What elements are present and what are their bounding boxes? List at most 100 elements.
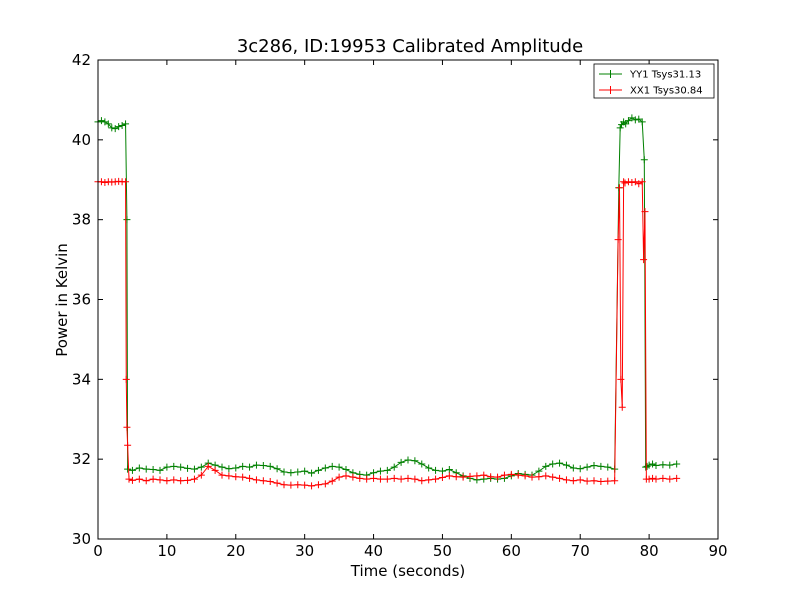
data-point — [204, 462, 212, 470]
data-point — [128, 476, 136, 484]
data-point — [342, 472, 350, 480]
data-point — [259, 477, 267, 485]
plot-area — [98, 60, 718, 539]
data-point — [583, 477, 591, 485]
data-point — [149, 475, 157, 483]
data-point — [170, 476, 178, 484]
legend-box — [593, 63, 715, 99]
x-tick-label: 90 — [708, 542, 727, 560]
data-point — [659, 474, 667, 482]
data-point — [156, 476, 164, 484]
data-point — [507, 470, 515, 478]
legend-marker — [606, 86, 615, 94]
data-point — [266, 478, 274, 486]
data-point — [597, 462, 605, 470]
data-point — [438, 467, 446, 475]
data-point — [124, 465, 132, 473]
data-point — [404, 474, 412, 482]
x-tick-label: 50 — [433, 542, 452, 560]
x-axis-label: Time (seconds) — [350, 562, 466, 580]
data-point — [97, 178, 105, 186]
data-point — [425, 476, 433, 484]
data-point — [425, 464, 433, 472]
data-point — [411, 457, 419, 465]
x-tick-label: 0 — [93, 542, 103, 560]
data-point — [666, 475, 674, 483]
data-point — [500, 471, 508, 479]
legend-marker — [606, 70, 615, 78]
data-point — [280, 481, 288, 489]
data-point — [404, 456, 412, 464]
data-point — [321, 480, 329, 488]
data-point — [294, 481, 302, 489]
data-point — [246, 474, 254, 482]
data-point — [569, 464, 577, 472]
data-point — [239, 462, 247, 470]
series-1 — [94, 177, 681, 490]
data-point — [638, 118, 646, 126]
data-point — [659, 461, 667, 469]
x-tick-label: 20 — [226, 542, 245, 560]
data-point — [617, 375, 625, 383]
data-point — [556, 474, 564, 482]
data-point — [252, 461, 260, 469]
data-point — [142, 465, 150, 473]
data-point — [115, 123, 123, 131]
data-point — [342, 466, 350, 474]
data-point — [328, 462, 336, 470]
data-point — [363, 475, 371, 483]
data-point — [104, 120, 112, 128]
data-point — [218, 463, 226, 471]
data-point — [211, 466, 219, 474]
data-point — [190, 465, 198, 473]
data-point — [163, 477, 171, 485]
data-point — [177, 477, 185, 485]
data-point — [562, 476, 570, 484]
data-point — [614, 236, 622, 244]
data-point — [397, 475, 405, 483]
data-point — [649, 474, 657, 482]
y-tick-label: 42 — [72, 51, 91, 69]
y-tick-label: 38 — [72, 211, 91, 229]
x-tick-label: 60 — [502, 542, 521, 560]
data-point — [652, 475, 660, 483]
data-point — [631, 116, 639, 124]
data-point — [528, 473, 536, 481]
legend: YY1 Tsys31.13 XX1 Tsys30.84 — [593, 63, 715, 99]
data-point — [628, 179, 636, 187]
data-point — [239, 473, 247, 481]
data-point — [177, 463, 185, 471]
data-point — [197, 471, 205, 479]
data-point — [618, 403, 626, 411]
data-point — [542, 472, 550, 480]
data-point — [542, 462, 550, 470]
data-point — [135, 464, 143, 472]
plot-frame — [97, 59, 719, 540]
data-point — [590, 462, 598, 470]
data-point — [170, 462, 178, 470]
data-point — [123, 216, 131, 224]
data-point — [583, 463, 591, 471]
data-point — [390, 474, 398, 482]
y-tick-label: 40 — [72, 131, 91, 149]
data-point — [459, 473, 467, 481]
data-point — [411, 475, 419, 483]
data-point — [562, 461, 570, 469]
data-point — [418, 460, 426, 468]
data-point — [576, 465, 584, 473]
data-point — [308, 469, 316, 477]
data-point — [287, 469, 295, 477]
data-point — [640, 156, 648, 164]
x-tick-label: 30 — [295, 542, 314, 560]
data-point — [466, 472, 474, 480]
data-point — [445, 472, 453, 480]
data-point — [521, 472, 529, 480]
data-point — [638, 178, 646, 186]
data-point — [321, 464, 329, 472]
data-point — [383, 466, 391, 474]
data-point — [149, 466, 157, 474]
data-point — [273, 479, 281, 487]
data-point — [569, 477, 577, 485]
data-point — [232, 473, 240, 481]
data-point — [266, 462, 274, 470]
